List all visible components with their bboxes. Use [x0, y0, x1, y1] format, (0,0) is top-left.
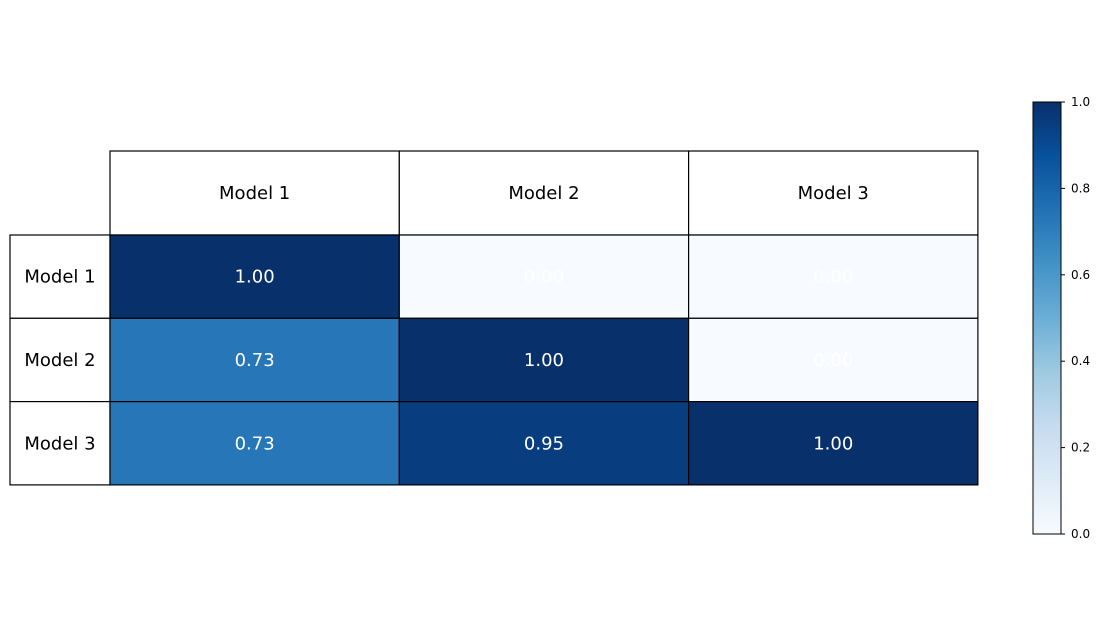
row-header-cell — [9, 234, 111, 319]
colorbar-tick-label: 0.6 — [1071, 268, 1090, 282]
heatmap-cell — [109, 234, 400, 319]
heatmap-cell-value: 0.73 — [235, 433, 275, 454]
heatmap-cell-value: 1.00 — [524, 350, 564, 371]
colorbar-tick-label: 0.0 — [1071, 527, 1090, 541]
column-header-label: Model 3 — [798, 183, 869, 204]
heatmap-cell — [398, 401, 690, 486]
heatmap-cell-value: 1.00 — [235, 267, 275, 288]
row-header-label: Model 1 — [24, 267, 95, 288]
row-header-cell — [9, 401, 111, 486]
column-header-cell — [109, 150, 400, 236]
column-header-label: Model 2 — [508, 183, 579, 204]
colorbar-tick-label: 0.4 — [1071, 354, 1090, 368]
colorbar-tick-label: 1.0 — [1071, 95, 1090, 109]
table: Model 1 Model 2 Model 3 Model 1 1.00 0.00 0.00… — [9, 150, 979, 486]
colorbar: 0.0 0.2 0.4 0.6 0.8 1.0 — [1032, 95, 1090, 541]
column-header-cell — [398, 150, 690, 236]
heatmap-cell-value: 0.00 — [524, 267, 564, 288]
row-header-label: Model 3 — [24, 433, 95, 454]
heatmap-cell — [687, 401, 979, 486]
row-header-cell — [9, 317, 111, 403]
heatmap-cell-value: 1.00 — [813, 433, 853, 454]
colorbar-tick-label: 0.2 — [1071, 441, 1090, 455]
heatmap-cell — [687, 317, 979, 403]
heatmap-cell-value: 0.00 — [813, 350, 853, 371]
heatmap-cell — [109, 401, 400, 486]
heatmap-cell-value: 0.95 — [524, 433, 564, 454]
column-header-cell — [687, 150, 979, 236]
heatmap-cell — [398, 234, 690, 319]
heatmap-cell — [398, 317, 690, 403]
heatmap-cell-value: 0.73 — [235, 350, 275, 371]
row-header-label: Model 2 — [24, 350, 95, 371]
column-header-label: Model 1 — [219, 183, 290, 204]
heatmap-cell-value: 0.00 — [813, 267, 853, 288]
colorbar-gradient — [1032, 101, 1062, 535]
colorbar-tick-label: 0.8 — [1071, 181, 1090, 195]
